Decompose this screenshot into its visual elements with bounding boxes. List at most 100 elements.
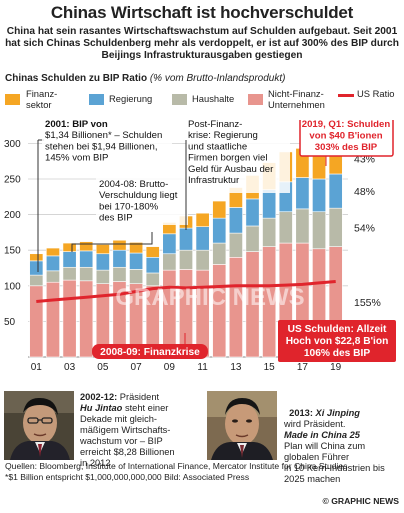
- bar-2014-regierung: [245, 198, 260, 227]
- bar-2012-finanz-sektor: [212, 200, 227, 219]
- bar-2008-regierung: [145, 257, 160, 274]
- bar-2010-regierung: [179, 227, 193, 251]
- bar-2017-haushalte: [295, 208, 310, 244]
- x-axis: 01 03 05 07 09 11 13 15 17 19: [31, 362, 342, 373]
- legend-swatch-finanz: [5, 94, 20, 105]
- bar-2016-haushalte: [278, 211, 293, 244]
- y-tick-label-150: 150: [4, 246, 21, 257]
- x-tick-label-19: 19: [330, 362, 342, 373]
- page-subtitle: China hat sein rasantes Wirtschaftswachs…: [5, 26, 399, 61]
- annotation-us-debt: US Schulden: Allzeit Hoch von $22,8 B'ion…: [286, 324, 389, 359]
- bar-2006-haushalte: [112, 266, 127, 282]
- y-axis: 50 100 150 200 250 300: [4, 139, 21, 328]
- page-title: Chinas Wirtschaft ist hochverschuldet: [50, 3, 354, 22]
- x-tick-label-03: 03: [64, 362, 76, 373]
- bar-2013-regierung: [228, 207, 243, 234]
- bar-2015-regierung: [262, 189, 277, 219]
- annotation-postfin: Post-Finanz-krise: Regierung und staatlic…: [188, 120, 274, 186]
- photo-xi-jinping: [207, 391, 277, 460]
- bar-2012-haushalte: [212, 242, 227, 265]
- bar-2019-haushalte: [328, 207, 343, 247]
- bar-2017-regierung: [295, 177, 310, 210]
- us-ratio-polyline: [36, 280, 336, 303]
- box-q1-2019: [299, 120, 394, 157]
- caption-hu-jintao: 2002-12: Präsident Hu Jintao steht einer…: [80, 392, 175, 468]
- x-tick-label-05: 05: [97, 362, 109, 373]
- bar-2005-haushalte: [95, 269, 110, 284]
- legend-line-us: [338, 94, 354, 97]
- legend-label-finanz: Finanz- sektor: [26, 88, 58, 110]
- badge-finanzkrise: [92, 344, 208, 359]
- segment-label-0: 155%: [354, 297, 381, 309]
- bar-2002-finanz-sektor: [45, 247, 60, 257]
- bar-2003-finanz-sektor: [62, 242, 77, 252]
- segment-label-2: 48%: [354, 186, 375, 198]
- bar-2013-haushalte: [228, 232, 243, 258]
- bar-2015-haushalte: [262, 217, 277, 247]
- watermark: GRAPHIC NEWS: [115, 284, 304, 311]
- bar-2004-regierung: [79, 250, 94, 268]
- bar-2018-haushalte: [312, 211, 327, 250]
- bar-2002-nicht-finanz-unternehmen: [45, 281, 60, 358]
- bar-2001-haushalte: [29, 274, 44, 287]
- bar-2010-haushalte: [179, 249, 193, 270]
- bar-2014-haushalte: [245, 225, 260, 252]
- legend-label-unternehmen: Nicht-Finanz- Unternehmen: [268, 88, 325, 110]
- annotation-q1-2019: 2019, Q1: Schulden von $40 B'ionen 303% de…: [302, 120, 391, 153]
- bar-2002-regierung: [45, 255, 60, 272]
- y-tick-label-100: 100: [4, 281, 21, 292]
- legend-label-us: US Ratio: [357, 88, 395, 99]
- x-tick-label-15: 15: [264, 362, 276, 373]
- y-tick-label-200: 200: [4, 210, 21, 221]
- photo-hu-jintao: [4, 391, 74, 460]
- bar-2005-regierung: [95, 253, 110, 271]
- us-ratio-line: [36, 280, 336, 303]
- legend-swatch-haushalte: [172, 94, 187, 105]
- bar-2011-haushalte: [195, 249, 210, 271]
- bar-2004-haushalte: [79, 266, 94, 282]
- bar-2004-finanz-sektor: [79, 241, 94, 252]
- chart-title: Chinas Schulden zu BIP Ratio (% vom Brut…: [5, 73, 285, 84]
- x-tick-label-09: 09: [164, 362, 176, 373]
- bar-2005-finanz-sektor: [95, 244, 110, 255]
- bar-2011-finanz-sektor: [195, 212, 210, 227]
- annotation-2001-bg: [42, 120, 172, 165]
- x-tick-label-07: 07: [131, 362, 143, 373]
- bar-2003-nicht-finanz-unternehmen: [62, 279, 77, 358]
- bar-2010-nicht-finanz-unternehmen: [179, 269, 193, 358]
- bar-2002-haushalte: [45, 270, 60, 283]
- bar-2007-finanz-sektor: [129, 242, 144, 254]
- bar-2018-regierung: [312, 178, 327, 213]
- bar-2007-haushalte: [129, 269, 144, 284]
- box-us-debt: [278, 320, 396, 362]
- bar-2001-regierung: [29, 260, 44, 276]
- caption-xi-text: 2013: Xi Jinping wird Präsident. Made in…: [284, 408, 385, 484]
- x-tick-label-17: 17: [297, 362, 309, 373]
- bracket-2004: [71, 232, 153, 252]
- bar-2001-finanz-sektor: [29, 253, 44, 262]
- bar-2001-nicht-finanz-unternehmen: [29, 285, 44, 358]
- chart-legend: Finanz- sektor Regierung Haushalte Nicht…: [0, 88, 404, 120]
- legend-label-haushalte: Haushalte: [192, 93, 235, 104]
- chart-title-unit: (% vom Brutto-Inlandsprodukt): [149, 73, 286, 84]
- x-tick-label-11: 11: [197, 362, 208, 373]
- segment-label-1: 54%: [354, 222, 375, 234]
- legend-label-regierung: Regierung: [109, 93, 153, 104]
- chart-title-main: Chinas Schulden zu BIP Ratio: [5, 73, 148, 84]
- y-tick-label-250: 250: [4, 174, 21, 185]
- bar-2009-regierung: [162, 233, 177, 255]
- footer-sources: Quellen: Bloomberg, Institute of Interna…: [5, 461, 348, 471]
- bar-2004-nicht-finanz-unternehmen: [79, 280, 94, 358]
- y-tick-label-50: 50: [4, 317, 16, 328]
- badge-finanzkrise-label: 2008-09: Finanzkrise: [100, 347, 200, 358]
- legend-swatch-unternehmen: [248, 94, 263, 105]
- bar-2012-regierung: [212, 217, 227, 244]
- annotation-2004-bg: [96, 177, 188, 225]
- bar-2019-regierung: [328, 173, 343, 209]
- caption-xi-jinping: 2013: Xi Jinping wird Präsident. Made in…: [284, 397, 402, 485]
- x-tick-label-13: 13: [230, 362, 242, 373]
- footer: Quellen: Bloomberg, Institute of Interna…: [5, 461, 348, 482]
- bar-2007-regierung: [129, 252, 144, 270]
- footer-note: *$1 Billion entspricht $1,000,000,000,00…: [5, 471, 250, 482]
- bar-2006-finanz-sektor: [112, 239, 127, 251]
